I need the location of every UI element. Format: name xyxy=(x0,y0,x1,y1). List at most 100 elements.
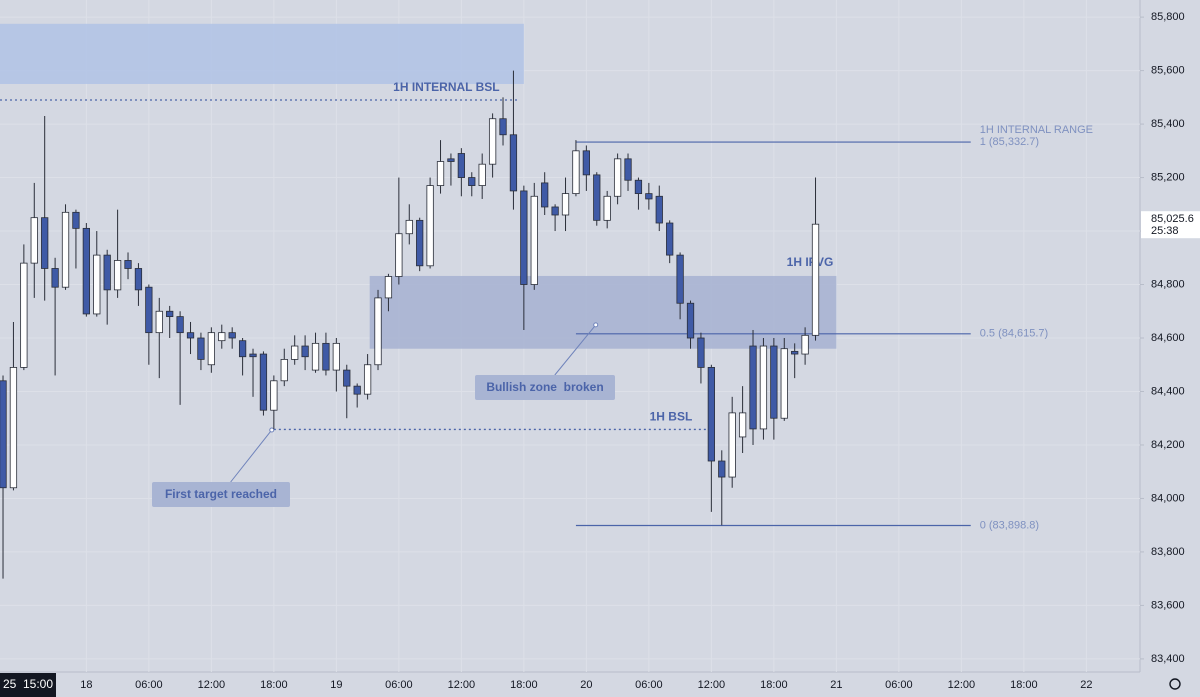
candle-body xyxy=(613,158,622,197)
cursor-time-box xyxy=(0,673,56,697)
zone-label: 1H IFVG xyxy=(787,255,834,269)
settings-icon[interactable] xyxy=(1169,678,1181,690)
candle-body xyxy=(384,276,393,299)
candle-body xyxy=(634,179,643,195)
x-tick-label: 06:00 xyxy=(885,679,913,691)
callout-anchor xyxy=(269,427,275,433)
x-tick-label: 18:00 xyxy=(510,679,538,691)
candle-body xyxy=(686,302,695,339)
candle-body xyxy=(572,150,580,195)
candle-body xyxy=(311,342,320,371)
zone xyxy=(0,23,524,84)
candle-body xyxy=(655,195,663,224)
callout-text: Bullish zone broken xyxy=(486,380,603,394)
candle-body xyxy=(499,118,507,136)
candle-body xyxy=(780,348,788,419)
candle-body xyxy=(103,254,111,291)
candle-body xyxy=(363,364,372,395)
candle-body xyxy=(395,233,403,277)
level-label: 1H BSL xyxy=(650,410,693,424)
x-tick-label: 18:00 xyxy=(1010,679,1038,691)
candle-body xyxy=(20,262,28,368)
candle-body xyxy=(30,217,38,264)
candle-body xyxy=(561,193,570,216)
candle-body xyxy=(9,367,18,489)
last-price-box xyxy=(1141,211,1200,239)
candle-body xyxy=(645,193,653,200)
x-tick-label: 18:00 xyxy=(760,679,788,691)
candle-body xyxy=(145,286,153,334)
candle-body xyxy=(666,222,674,256)
candle-body xyxy=(811,223,820,336)
candle-body xyxy=(93,254,101,315)
y-tick-label: 85,200 xyxy=(1151,171,1185,183)
candle-body xyxy=(488,118,497,165)
candle-body xyxy=(405,219,413,235)
y-tick-label: 85,400 xyxy=(1151,118,1185,130)
x-tick-label: 12:00 xyxy=(198,679,226,691)
candle-body xyxy=(582,150,590,176)
candle-body xyxy=(457,153,465,178)
y-tick-label: 84,000 xyxy=(1151,492,1185,504)
y-tick-label: 84,800 xyxy=(1151,278,1185,290)
candle-body xyxy=(270,380,278,411)
candle-body xyxy=(207,332,215,366)
x-tick-label: 21 xyxy=(830,679,842,691)
y-tick-label: 83,400 xyxy=(1151,653,1185,665)
y-tick-label: 84,200 xyxy=(1151,439,1185,451)
candle-body xyxy=(291,345,299,360)
fib-label: 0 (83,898.8) xyxy=(980,519,1039,531)
annotations: 1H IFVG 1H INTERNAL BSL 1H BSL 1 (85,332.7)… xyxy=(0,23,1093,531)
fib-label: 0.5 (84,615.7) xyxy=(980,328,1049,340)
candle-body xyxy=(801,334,809,355)
candle-body xyxy=(551,206,559,216)
callout-box xyxy=(475,375,615,400)
countdown: 25:38 xyxy=(1151,225,1179,237)
candle-body xyxy=(770,345,778,419)
candle-body xyxy=(332,342,340,371)
candle-body xyxy=(41,217,49,269)
callout-text: First target reached xyxy=(165,487,277,501)
x-tick-label: 06:00 xyxy=(385,679,413,691)
callout-anchor xyxy=(593,322,599,328)
candles xyxy=(0,70,820,579)
candle-body xyxy=(176,316,184,334)
candle-body xyxy=(759,345,768,430)
candle-body xyxy=(676,254,684,304)
x-tick-label: 18 xyxy=(80,679,92,691)
candle-body xyxy=(426,185,434,267)
x-tick-label: 06:00 xyxy=(135,679,163,691)
candle-body xyxy=(436,161,445,186)
candle-body xyxy=(530,195,538,285)
candle-body xyxy=(166,310,174,318)
fib-label: 1 (85,332.7) xyxy=(980,136,1039,148)
callout-line xyxy=(230,429,273,483)
candle-body xyxy=(51,268,59,288)
zone xyxy=(369,275,837,349)
axes: 83,400 83,600 83,800 84,000 84,200 84,400 84,6… xyxy=(0,11,1200,697)
candle-body xyxy=(113,260,122,291)
candle-body xyxy=(134,268,143,291)
candle-body xyxy=(218,332,226,342)
candle-body xyxy=(322,342,330,371)
candle-body xyxy=(249,353,257,358)
callout-box xyxy=(152,482,290,507)
y-tick-label: 83,600 xyxy=(1151,599,1185,611)
candle-body xyxy=(603,195,611,221)
candle-body xyxy=(541,182,549,208)
x-tick-label: 12:00 xyxy=(698,679,726,691)
candle-body xyxy=(61,211,70,288)
candle-body xyxy=(238,340,247,358)
y-tick-label: 85,800 xyxy=(1151,11,1185,23)
candle-body xyxy=(228,332,236,339)
candle-body xyxy=(738,412,747,438)
candle-body xyxy=(478,163,486,186)
candle-body xyxy=(124,260,132,269)
candle-body xyxy=(374,297,382,366)
x-tick-label: 19 xyxy=(330,679,342,691)
x-tick-label: 12:00 xyxy=(948,679,976,691)
candle-body xyxy=(259,353,268,411)
callout-line xyxy=(554,324,597,376)
y-tick-label: 83,800 xyxy=(1151,546,1185,558)
